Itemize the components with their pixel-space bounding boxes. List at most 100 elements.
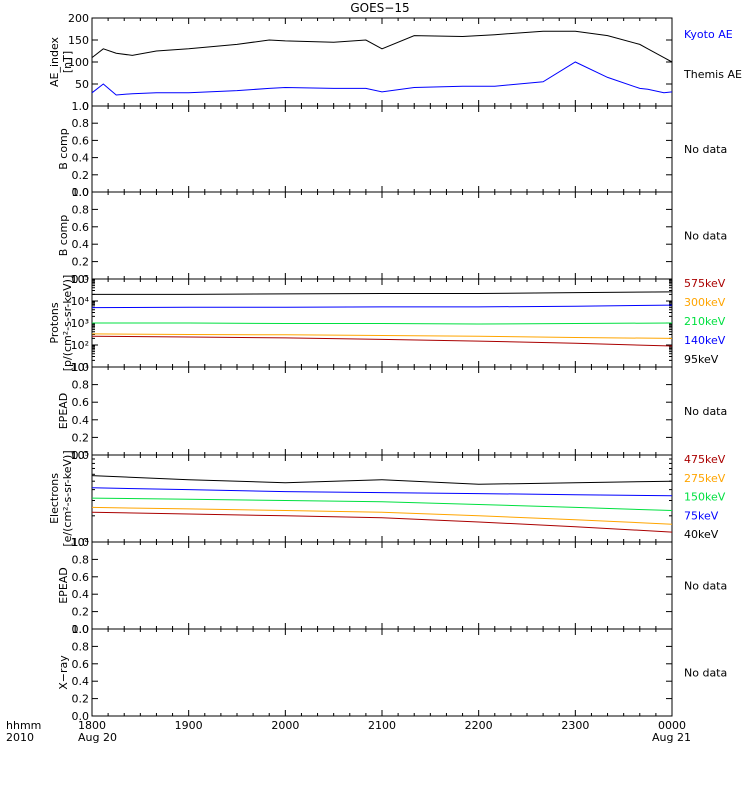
y-tick-label: 1.0 <box>72 100 90 113</box>
x-tick-label: 1800 <box>78 719 106 732</box>
y-tick-label: 0.8 <box>72 379 90 392</box>
y-tick-label: 0.0 <box>72 186 90 199</box>
y-tick-label: 10⁴ <box>71 536 90 549</box>
no-data-label: No data <box>684 667 727 680</box>
y-tick-label: 0.0 <box>72 710 90 723</box>
y-tick-label: 10² <box>71 339 89 352</box>
series-line-575kev <box>91 335 673 347</box>
y-tick-label: 0.2 <box>72 256 90 269</box>
plot-title: GOES−15 <box>350 1 409 15</box>
y-tick-label: 0 <box>82 100 89 113</box>
series-line-40kev <box>91 475 673 485</box>
y-tick-label: 150 <box>68 34 89 47</box>
y-tick-label: 0.6 <box>72 134 90 147</box>
y-tick-label: 1.0 <box>72 536 90 549</box>
y-axis-title: X−ray <box>57 655 70 690</box>
panel-frame <box>91 628 673 717</box>
y-tick-label: 0.4 <box>72 238 90 251</box>
legend-entry: 210keV <box>684 315 726 328</box>
series-line-275kev <box>91 506 673 525</box>
x-tick-label: 0000 <box>658 719 686 732</box>
no-data-label: No data <box>684 143 727 156</box>
legend-entry: 575keV <box>684 277 726 290</box>
y-tick-label: 0.0 <box>72 623 90 636</box>
no-data-label: No data <box>684 580 727 593</box>
time-axis: 1800 1900 2000 2100 2200 2300 0000 Aug 20 Aug 21… <box>6 719 691 744</box>
y-tick-label: 10⁵ <box>71 273 89 286</box>
y-tick-label: 0.4 <box>72 588 90 601</box>
y-axis-title: EPEAD <box>57 393 70 430</box>
panel-bcomp2: 0.0 0.2 0.4 0.6 0.8 1.0 B comp No data <box>57 186 727 286</box>
y-tick-label: 1.0 <box>72 623 90 636</box>
series-line-140kev <box>91 304 673 309</box>
date-start-label: Aug 20 <box>78 731 117 744</box>
panel-xray: 0.0 0.2 0.4 0.6 0.8 1.0 X−ray No data <box>57 623 727 723</box>
panel-bcomp1: 0.0 0.2 0.4 0.6 0.8 1.0 B comp No data <box>57 100 727 199</box>
panel-frame <box>91 366 673 456</box>
y-tick-label: 1.0 <box>72 361 90 374</box>
corner-label-hhmm: hhmm <box>6 719 41 732</box>
y-tick-label: 200 <box>68 12 89 25</box>
no-data-label: No data <box>684 230 727 243</box>
x-tick-label: 1900 <box>175 719 203 732</box>
y-tick-label: 0.6 <box>72 396 90 409</box>
panel-ae: 0 50 100 150 200 AE_index[nT] Kyoto AE Themis A… <box>48 12 742 113</box>
date-end-label: Aug 21 <box>652 731 691 744</box>
legend-entry: 300keV <box>684 296 726 309</box>
y-tick-label: 10⁴ <box>71 295 90 308</box>
y-tick-label: 0.8 <box>72 117 90 130</box>
series-line-475kev <box>91 511 673 533</box>
y-tick-label: 0.2 <box>72 431 90 444</box>
panel-protons: 10¹ 10² 10³ 10⁴ 10⁵Protons[p/(cm²-s-sr-keV)]… <box>48 273 726 374</box>
y-tick-label: 10³ <box>71 317 89 330</box>
panel-frame <box>91 191 673 280</box>
series-line-themis-ae <box>91 30 673 63</box>
series-line-300kev <box>91 333 673 339</box>
series-line-210kev <box>92 322 673 325</box>
y-axis-title: Electrons[e/(cm²-s-sr-keV)] <box>48 450 74 546</box>
legend-entry: 275keV <box>684 472 726 485</box>
y-axis-title: Protons[p/(cm²-s-sr-keV)] <box>48 275 74 372</box>
legend-entry: 95keV <box>684 353 719 366</box>
legend-entry: Themis AE <box>683 68 742 81</box>
y-axis-title: B comp <box>57 128 70 170</box>
panel-frame <box>91 454 673 543</box>
legend-entry: 150keV <box>684 491 726 504</box>
y-tick-label: 0.4 <box>72 414 90 427</box>
y-tick-label: 0.2 <box>72 606 90 619</box>
series-line-kyoto-ae <box>91 61 673 96</box>
panel-epead1: 0.0 0.2 0.4 0.6 0.8 1.0 EPEAD No data <box>57 361 727 462</box>
y-tick-label: 0.8 <box>72 553 90 566</box>
y-tick-label: 0.6 <box>72 221 90 234</box>
no-data-label: No data <box>684 405 727 418</box>
y-tick-label: 0.8 <box>72 640 90 653</box>
y-axis-title: AE_index[nT] <box>48 36 74 87</box>
panel-frame <box>91 105 673 193</box>
x-tick-label: 2100 <box>368 719 396 732</box>
x-tick-label: 2000 <box>271 719 299 732</box>
legend-entry: 75keV <box>684 509 719 522</box>
y-tick-label: 0.6 <box>72 571 90 584</box>
legend-entry: Kyoto AE <box>684 28 733 41</box>
y-tick-label: 100 <box>68 56 89 69</box>
y-axis-title: EPEAD <box>57 567 70 604</box>
y-tick-label: 0.4 <box>72 675 90 688</box>
y-axis-title: B comp <box>57 215 70 257</box>
panels-group: 0 50 100 150 200 AE_index[nT] Kyoto AE Themis A… <box>48 12 742 723</box>
y-tick-label: 1.0 <box>72 186 90 199</box>
panel-epead2: 0.0 0.2 0.4 0.6 0.8 1.0 EPEAD No data <box>57 536 727 636</box>
y-tick-label: 0.0 <box>72 273 90 286</box>
legend-entry: 475keV <box>684 453 726 466</box>
series-line-75kev <box>91 487 673 497</box>
y-tick-label: 0.0 <box>72 449 90 462</box>
panel-frame <box>91 541 673 630</box>
y-tick-label: 0.6 <box>72 658 90 671</box>
y-tick-label: 10⁵ <box>71 449 89 462</box>
x-tick-label: 2300 <box>561 719 589 732</box>
legend-entry: 40keV <box>684 528 719 541</box>
series-line-150kev <box>91 497 673 511</box>
y-tick-label: 0.4 <box>72 152 90 165</box>
y-tick-label: 0.2 <box>72 169 90 182</box>
